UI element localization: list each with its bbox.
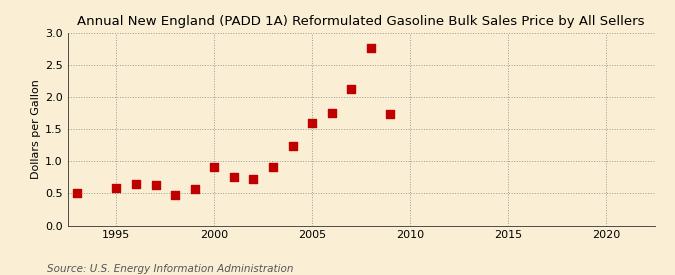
Point [151,183,161,187]
Point [228,175,239,179]
Point [267,165,278,169]
Point [287,144,298,148]
Point [385,112,396,116]
Point [169,193,180,197]
Y-axis label: Dollars per Gallon: Dollars per Gallon [31,79,40,179]
Point [365,46,376,51]
Text: Source: U.S. Energy Information Administration: Source: U.S. Energy Information Administ… [47,264,294,274]
Point [326,111,337,116]
Point [111,186,122,191]
Title: Annual New England (PADD 1A) Reformulated Gasoline Bulk Sales Price by All Selle: Annual New England (PADD 1A) Reformulate… [78,15,645,28]
Point [130,182,141,186]
Point [346,87,357,92]
Point [209,165,220,169]
Point [189,187,200,191]
Point [306,121,317,126]
Point [248,177,259,181]
Point [72,191,82,195]
